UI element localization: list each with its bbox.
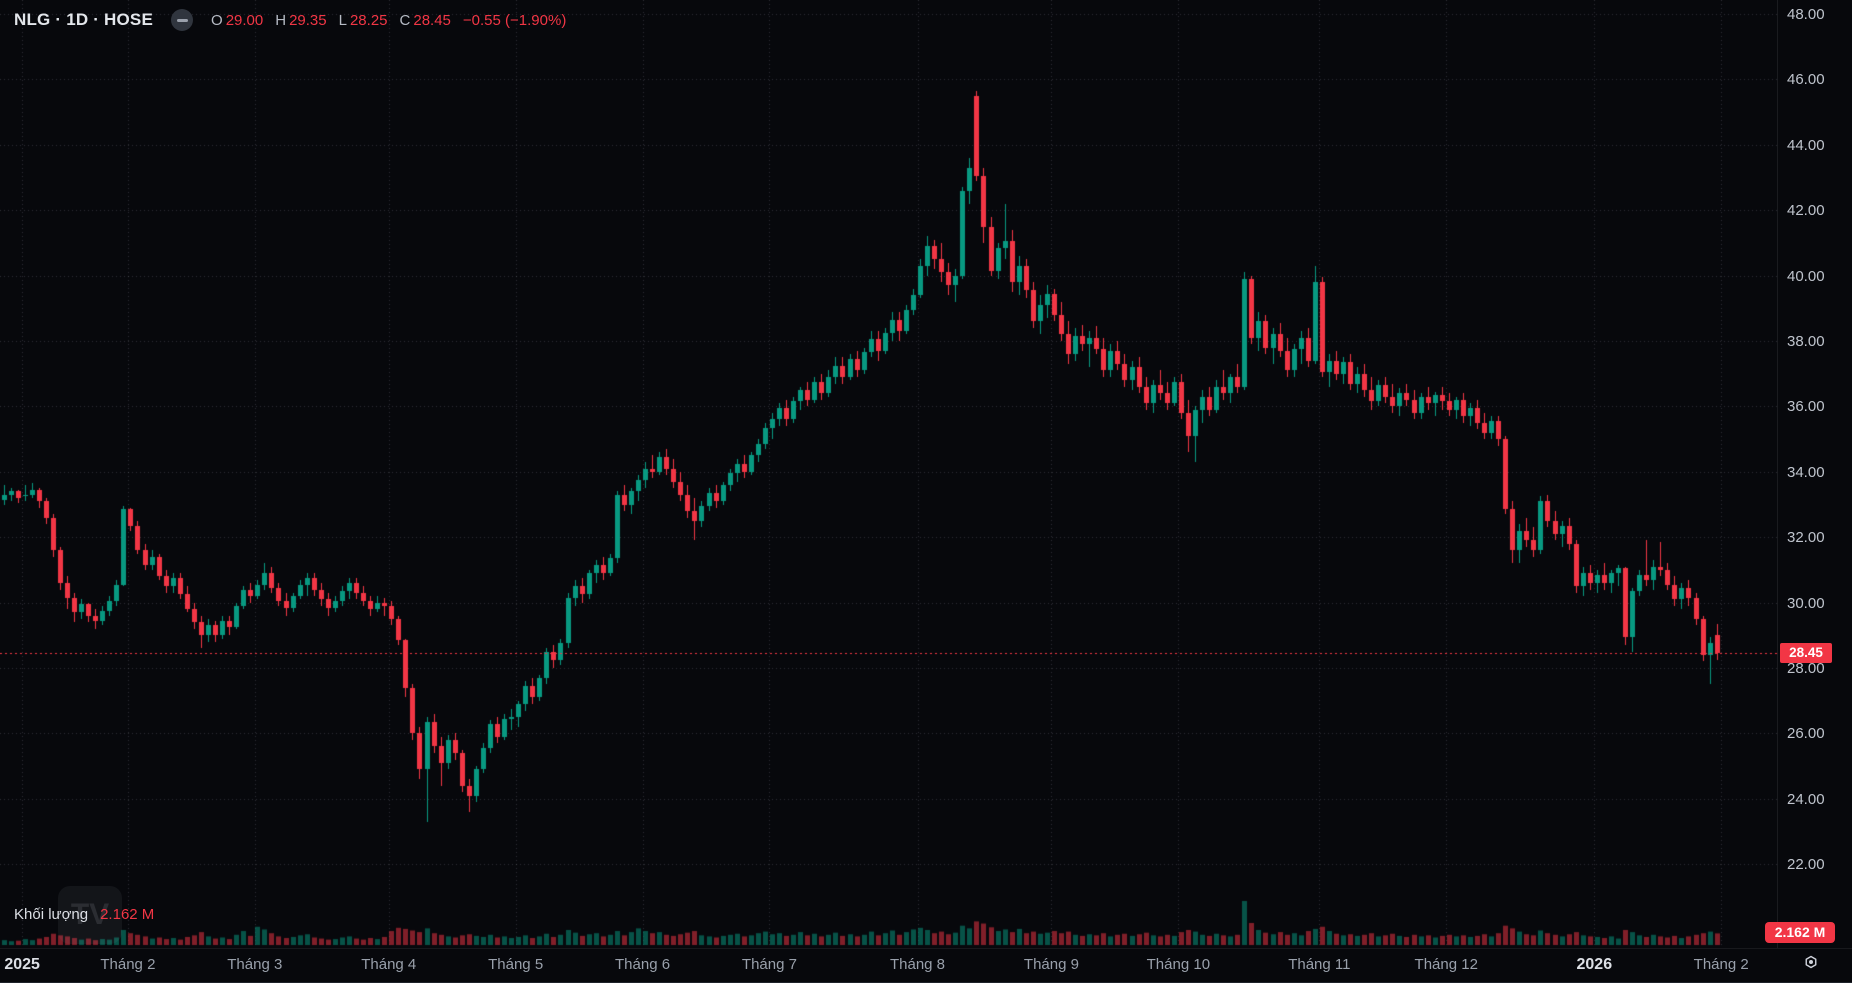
low-label: L [338,11,347,29]
time-axis-label: Tháng 9 [1023,956,1079,973]
open-value: 29.00 [225,11,264,29]
time-axis-label: Tháng 12 [1414,956,1478,973]
close-value: 28.45 [413,11,451,29]
price-axis-label: 32.00 [1787,529,1825,547]
last-price-badge: 28.45 [1780,643,1832,664]
ohlc-values: O 29.00 H 29.35 L 28.25 C 28.45 −0.55 (−1.90… [211,12,566,29]
time-axis-label: Tháng 6 [615,956,671,973]
time-axis-label: 2025 [4,956,40,973]
price-axis-label: 30.00 [1787,594,1825,612]
price-axis-label: 26.00 [1787,725,1825,743]
price-axis-label: 42.00 [1787,202,1825,220]
open-label: O [211,11,223,29]
chart-legend: NLG · 1D · HOSE O 29.00 H 29.35 L 28.25 C 28… [14,7,566,33]
time-axis-label: Tháng 11 [1288,956,1351,973]
axis-settings-button[interactable] [1799,950,1823,974]
close-label: C [399,11,411,29]
time-axis-label: Tháng 3 [227,956,283,973]
high-label: H [275,11,287,29]
price-axis-label: 36.00 [1787,398,1825,416]
price-axis-label: 48.00 [1787,6,1825,23]
low-value: 28.25 [349,11,388,29]
high-value: 29.35 [289,11,327,29]
time-axis[interactable]: 2025 Tháng 2 Tháng 3 Tháng 4 Tháng 5 Tháng 6 T… [0,948,1852,983]
price-axis-label: 46.00 [1787,71,1825,89]
time-axis-label: Tháng 2 [1693,956,1749,973]
tradingview-watermark-logo: TV [58,886,122,944]
collapse-legend-button[interactable] [171,9,194,31]
time-axis-label: Tháng 2 [100,956,156,973]
change-value: −0.55 (−1.90%) [462,11,567,29]
price-axis-label: 44.00 [1787,136,1825,154]
price-axis-label: 28.00 [1787,660,1825,677]
price-axis-label: 24.00 [1787,790,1825,808]
time-axis-label: 2026 [1576,956,1613,973]
minus-icon [176,18,188,22]
symbol-title[interactable]: NLG · 1D · HOSE [14,10,154,29]
volume-legend[interactable]: Khối lượng 2.162 M [14,906,154,923]
price-axis-label: 22.00 [1787,856,1825,874]
volume-legend-value: 2.162 M [100,906,155,923]
time-axis-label: Tháng 4 [361,956,417,973]
price-axis-label: 34.00 [1787,463,1825,481]
time-axis-label: Tháng 7 [741,956,797,973]
price-axis-label: 40.00 [1787,267,1825,285]
time-axis-label: Tháng 8 [889,956,946,973]
time-axis-label: Tháng 5 [488,956,544,973]
gear-icon [1805,955,1817,969]
price-axis[interactable]: 48.00 46.00 44.00 42.00 40.00 38.00 36.00 34.00… [1777,0,1852,948]
last-volume-badge: 2.162 M [1765,922,1835,943]
time-axis-label: Tháng 10 [1146,956,1211,973]
volume-legend-label: Khối lượng [14,906,89,923]
price-axis-label: 38.00 [1787,333,1825,350]
